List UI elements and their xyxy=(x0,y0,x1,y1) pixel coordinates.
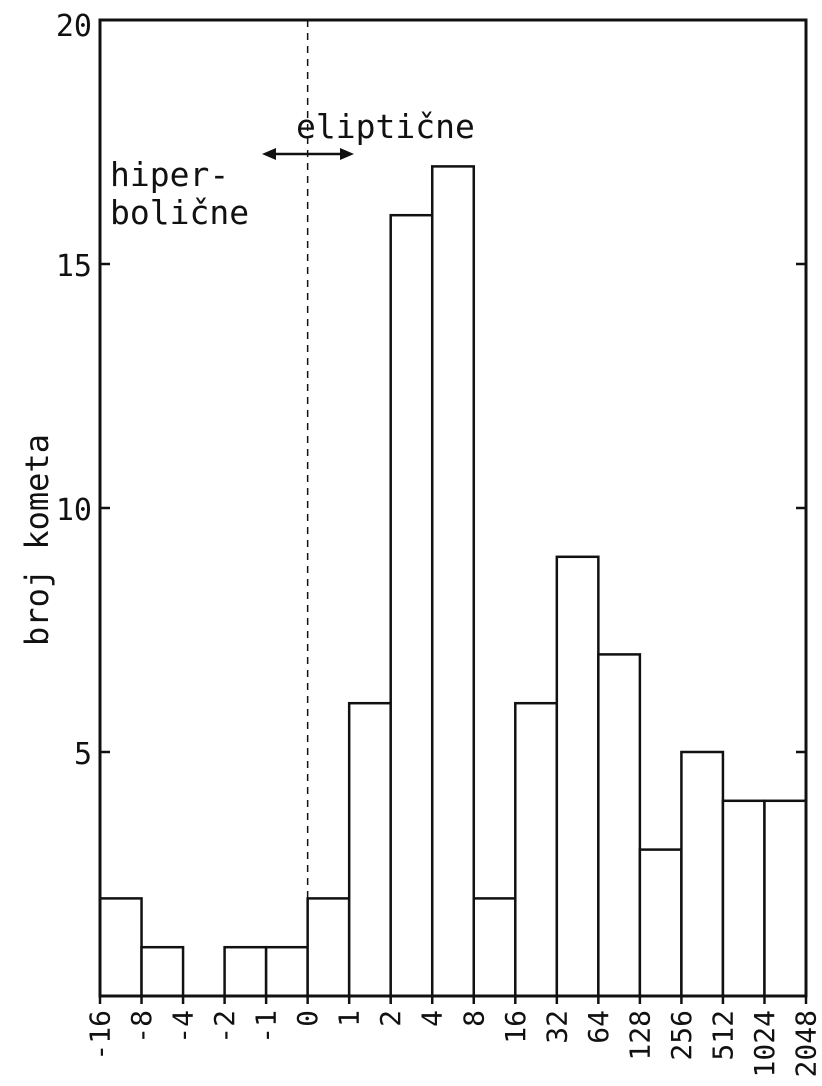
bar-16-to-32 xyxy=(514,701,559,998)
bar--2-to--1 xyxy=(223,945,268,998)
y-tick-label-20: 20 xyxy=(56,9,92,44)
x-ticks-group: -16 -8 -4 -2 -1 0 1 2 4 8 16 32 64 128 256 512 1024 2048 xyxy=(84,996,822,1077)
bar-8-to-16 xyxy=(472,897,517,998)
bar-32-to-64 xyxy=(555,555,600,998)
x-tick-label-32: 32 xyxy=(540,1010,573,1044)
x-tick-label-512: 512 xyxy=(706,1010,739,1061)
annotation-hyperbolic-line1: hiper- xyxy=(110,155,229,194)
x-tick-label-2: 2 xyxy=(374,1010,407,1027)
x-tick-label-256: 256 xyxy=(665,1010,698,1061)
bar--1-to-0 xyxy=(264,945,309,998)
arrow-head-right xyxy=(340,148,354,160)
bar--8-to--4 xyxy=(140,945,185,998)
x-tick-label--8: -8 xyxy=(125,1010,158,1044)
bars-group xyxy=(98,165,808,998)
y-tick-label-5: 5 xyxy=(74,737,92,772)
x-tick-label--4: -4 xyxy=(167,1010,200,1044)
bar-64-to-128 xyxy=(597,653,642,998)
bar-2-to-4 xyxy=(389,213,434,998)
x-tick-label--1: -1 xyxy=(250,1010,283,1044)
y-axis-label: broj kometa xyxy=(18,434,56,646)
arrow-head-left xyxy=(262,148,276,160)
bar-4-to-8 xyxy=(430,165,476,998)
x-tick-label-8: 8 xyxy=(457,1010,490,1027)
bar-0-to-1 xyxy=(306,897,351,998)
bar--16-to--8 xyxy=(98,897,143,998)
x-tick-label-1: 1 xyxy=(333,1010,366,1027)
y-tick-label-10: 10 xyxy=(56,493,92,528)
x-tick-label-4: 4 xyxy=(416,1010,449,1027)
x-tick-label-0: 0 xyxy=(291,1010,324,1027)
y-tick-label-15: 15 xyxy=(56,249,92,284)
x-tick-label-1024: 1024 xyxy=(748,1010,781,1077)
annotation-elliptic: eliptične xyxy=(296,107,475,146)
x-tick-label-2048: 2048 xyxy=(790,1010,822,1077)
bar-512-to-1024 xyxy=(721,799,766,998)
bar-1-to-2 xyxy=(347,701,392,998)
bar-128-to-256 xyxy=(638,848,683,998)
x-tick-label-64: 64 xyxy=(582,1010,615,1044)
annotation-hyperbolic-line2: bolične xyxy=(110,193,249,232)
x-tick-label--16: -16 xyxy=(84,1010,117,1061)
y-ticks-group: 5 10 15 20 xyxy=(56,9,806,772)
x-tick-label-128: 128 xyxy=(623,1010,656,1061)
direction-arrow xyxy=(262,148,354,160)
bar-1024-to-2048 xyxy=(763,799,808,998)
x-tick-label--2: -2 xyxy=(208,1010,241,1044)
x-tick-label-16: 16 xyxy=(499,1010,532,1044)
bar-256-to-512 xyxy=(680,750,725,998)
